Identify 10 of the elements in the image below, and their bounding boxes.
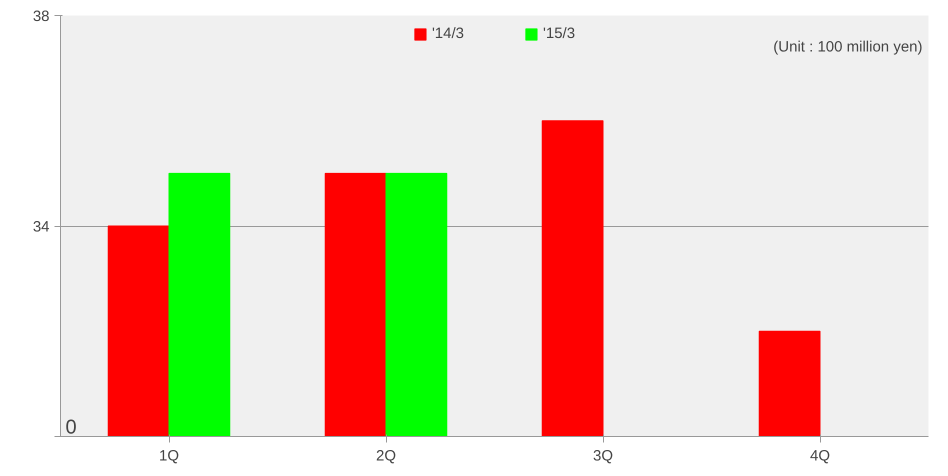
x-tick-label: 2Q xyxy=(376,448,396,464)
legend-label: '14/3 xyxy=(432,25,464,42)
y-tick-label: 34 xyxy=(32,218,50,236)
x-tick-label: 3Q xyxy=(592,448,614,464)
annotation: 0 xyxy=(66,416,77,438)
x-tick-label: 1Q xyxy=(158,448,180,464)
y-tick-label: 38 xyxy=(32,8,50,25)
annotation: (Unit : 100 million yen) xyxy=(773,38,923,56)
x-tick-label: 4Q xyxy=(810,448,830,464)
legend-label: '15/3 xyxy=(543,25,576,42)
